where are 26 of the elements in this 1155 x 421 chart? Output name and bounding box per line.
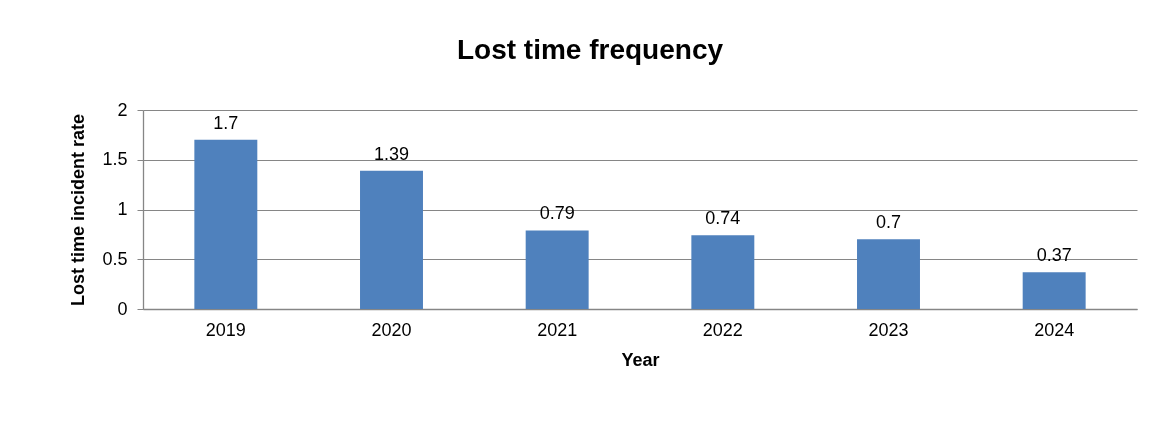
data-label: 0.7 <box>875 212 902 233</box>
x-tick-label: 2020 <box>371 319 412 340</box>
chart-title: Lost time frequency <box>456 34 724 65</box>
bar <box>857 239 920 309</box>
bar <box>525 230 589 309</box>
bar <box>691 235 755 309</box>
x-axis-title: Year <box>621 349 660 370</box>
y-tick-label: 1 <box>117 199 128 219</box>
bar <box>1022 272 1086 309</box>
bar <box>194 139 258 309</box>
data-label: 0.37 <box>1036 245 1072 266</box>
x-tick-label: 2024 <box>1034 319 1075 340</box>
y-tick-label: 2 <box>117 99 128 120</box>
x-tick-label: 2019 <box>205 319 246 340</box>
y-tick-label: 1.5 <box>102 149 128 170</box>
y-tick-label: 0 <box>117 298 128 319</box>
x-tick-label: 2021 <box>537 319 578 340</box>
x-tick-label: 2023 <box>868 319 909 340</box>
bar <box>360 170 423 309</box>
data-label: 0.74 <box>705 208 741 229</box>
data-label: 0.79 <box>539 203 575 224</box>
y-tick-label: 0.5 <box>102 248 128 269</box>
data-label: 1.7 <box>213 112 239 133</box>
y-axis-title: Lost time incident rate <box>68 113 89 307</box>
data-label: 1.39 <box>373 143 410 164</box>
x-tick-label: 2022 <box>702 319 743 340</box>
